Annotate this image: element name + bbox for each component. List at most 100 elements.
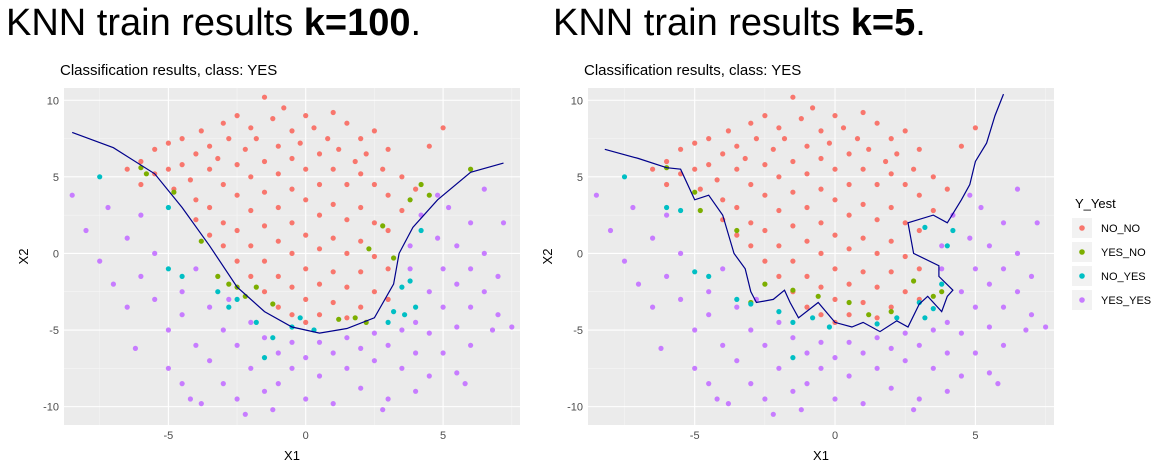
point-no-no [371,220,377,226]
point-yes-no [468,166,474,172]
point-no-no [804,273,810,279]
point-yes-yes [967,192,973,198]
point-no-no [261,158,268,165]
point-no-no [720,151,726,157]
point-yes-yes [958,330,965,336]
point-no-no [248,174,254,180]
point-yes-yes [179,312,185,318]
point-no-no [860,269,866,275]
point-no-no [832,166,838,172]
point-no-no [179,136,185,142]
point-yes-no [171,189,177,195]
point-no-yes [922,315,928,321]
point-no-no [860,109,866,116]
point-yes-yes [762,342,768,348]
point-no-yes [165,266,171,272]
point-no-no [902,128,908,134]
point-yes-no [253,284,259,290]
decision-boundary [604,93,1005,333]
point-no-no [303,232,309,238]
decision-boundary [71,131,504,334]
point-no-no [762,113,768,119]
point-yes-yes [132,345,138,351]
point-no-no [303,197,309,203]
point-no-no [804,204,810,211]
point-yes-yes [798,407,804,413]
point-yes-yes [972,304,979,310]
point-yes-yes [944,388,950,394]
point-yes-yes [179,289,185,295]
legend-title: Y_Yest [1075,196,1116,211]
point-yes-yes [734,304,740,310]
point-no-no [220,120,226,126]
point-no-no [832,113,838,119]
point-yes-yes [860,401,866,407]
point-yes-yes [776,319,782,325]
point-yes-no [352,315,358,321]
point-no-no [275,143,281,149]
point-no-no [385,146,391,152]
point-yes-no [270,301,276,307]
point-yes-yes [330,350,336,356]
point-no-no [336,146,342,152]
point-no-no [706,162,712,168]
point-no-no [790,189,796,195]
point-yes-no [790,287,796,293]
point-no-no [385,192,391,198]
point-yes-yes [413,350,419,356]
title-right-suffix: . [915,2,926,44]
point-yes-yes [344,365,350,371]
y-tick-label: 0 [53,248,59,260]
point-no-no [762,227,768,234]
point-no-no [289,250,295,256]
point-no-no [748,120,754,126]
point-no-no [344,315,350,321]
point-yes-no [888,309,894,315]
point-no-no [371,253,377,260]
point-yes-yes [930,365,936,371]
point-no-no [234,258,240,264]
point-yes-yes [198,401,204,407]
point-yes-yes [468,220,474,226]
point-no-no [261,258,268,264]
point-yes-yes [481,186,487,192]
point-yes-yes [495,273,501,279]
point-no-no [860,166,866,172]
point-yes-yes [1000,342,1007,348]
point-no-no [818,312,824,318]
point-yes-yes [1043,324,1049,330]
point-yes-yes [1014,289,1021,295]
point-no-no [289,312,295,318]
point-no-no [748,243,754,249]
point-yes-yes [248,365,254,371]
point-yes-yes [462,381,468,387]
point-no-no [888,171,894,177]
x-tick-label: -5 [163,430,173,442]
point-no-yes [790,355,796,361]
point-yes-yes [972,350,979,356]
point-yes-yes [846,339,852,345]
point-no-no [846,281,852,287]
point-no-no [804,171,810,177]
point-no-yes [826,324,833,330]
legend-swatch-yes-yes [1079,297,1085,303]
point-no-no [330,235,336,241]
point-no-yes [407,278,413,284]
point-yes-yes [69,192,75,198]
title-right-prefix: KNN train results [553,2,851,44]
point-no-no [874,120,880,126]
point-yes-yes [303,355,309,361]
point-no-no [883,158,889,165]
y-tick-label: -5 [49,325,59,337]
point-yes-yes [986,370,993,376]
plot-title: Classification results, class: YES [60,62,277,79]
point-no-no [289,155,295,162]
point-yes-yes [1000,304,1007,310]
point-no-no [165,166,171,172]
point-no-no [152,146,158,152]
point-no-no [220,220,226,226]
point-no-yes [894,315,900,321]
point-yes-yes [380,407,386,413]
point-no-yes [734,296,740,302]
